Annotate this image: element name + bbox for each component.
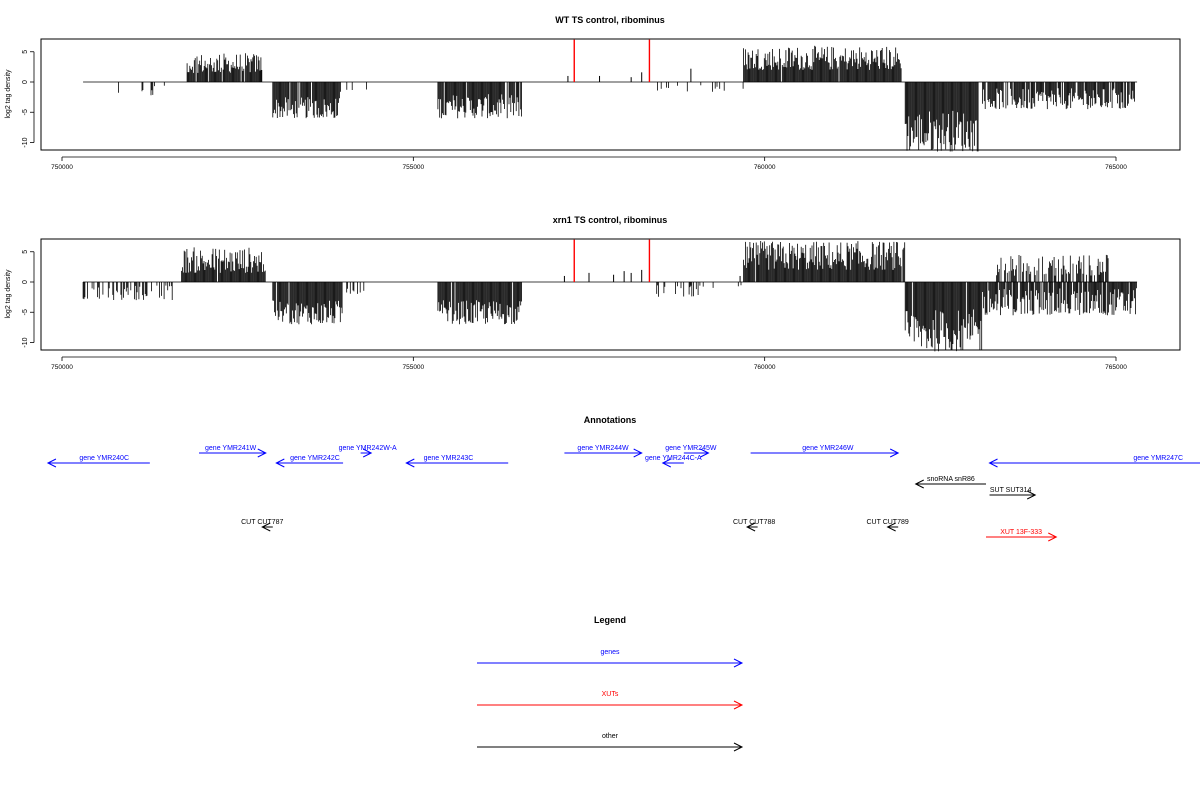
y-tick-label: 5 xyxy=(22,250,29,254)
x-tick-label: 750000 xyxy=(51,364,73,371)
feature-label: gene YMR241W xyxy=(205,445,257,452)
legend-arrow-head xyxy=(733,658,744,668)
y-tick-label: -5 xyxy=(22,109,29,115)
feature-label: gene YMR242C xyxy=(290,455,340,462)
feature-label: gene YMR244W xyxy=(577,445,629,452)
legend-label: XUTs xyxy=(602,691,619,698)
annotation-feature: snoRNA snR86 xyxy=(914,476,987,489)
legend-entry: other xyxy=(477,733,744,752)
annotation-features: gene YMR240C gene YMR241W gene YMR242C gene… xyxy=(46,445,1200,542)
feature-label: gene YMR246W xyxy=(802,445,854,452)
annotation-feature: XUT 13F-333 xyxy=(986,529,1058,542)
feature-arrow-head xyxy=(261,522,271,532)
feature-label: gene YMR247C xyxy=(1133,455,1183,462)
feature-arrow-head xyxy=(405,458,415,468)
wt-density-bars xyxy=(83,39,1138,152)
y-tick-label: -10 xyxy=(22,337,29,347)
annotation-feature: gene YMR245W xyxy=(665,445,717,458)
annotation-feature: gene YMR244C-A xyxy=(645,455,702,468)
feature-arrow-head xyxy=(914,479,924,489)
y-tick-label: 0 xyxy=(22,80,29,84)
x-tick-label: 765000 xyxy=(1105,164,1127,171)
annotation-feature: CUT CUT788 xyxy=(733,519,775,532)
feature-arrow-head xyxy=(886,522,896,532)
feature-arrow-head xyxy=(275,458,285,468)
annotation-feature: gene YMR241W xyxy=(199,445,267,458)
y-tick-label: 5 xyxy=(22,50,29,54)
x-tick-label: 760000 xyxy=(754,364,776,371)
annotations-title: Annotations xyxy=(584,415,637,425)
feature-label: XUT 13F-333 xyxy=(1000,529,1042,536)
feature-arrow-head xyxy=(1048,532,1058,542)
wt-y-axis-label: log2 tag density xyxy=(5,69,12,119)
xrn1-y-axis-label: log2 tag density xyxy=(5,269,12,319)
legend-label: genes xyxy=(600,649,620,656)
annotation-feature: CUT CUT787 xyxy=(241,519,283,532)
annotation-feature: gene YMR242W-A xyxy=(339,445,397,458)
x-tick-label: 750000 xyxy=(51,164,73,171)
x-tick-label: 765000 xyxy=(1105,364,1127,371)
legend-arrow-head xyxy=(733,742,744,752)
annotation-feature: gene YMR244W xyxy=(564,445,643,458)
xrn1-axes: -10 -5 0 5 750000 755000 760000 765000 xyxy=(22,250,1127,371)
feature-label: CUT CUT788 xyxy=(733,519,775,526)
feature-label: gene YMR243C xyxy=(424,455,474,462)
wt-panel-title: WT TS control, ribominus xyxy=(555,15,665,25)
y-tick-label: 0 xyxy=(22,280,29,284)
annotation-feature: CUT CUT789 xyxy=(866,519,909,532)
annotation-feature: gene YMR243C xyxy=(405,455,509,468)
feature-label: SUT SUT314 xyxy=(990,487,1032,494)
x-tick-label: 755000 xyxy=(402,164,424,171)
annotation-feature: SUT SUT314 xyxy=(989,487,1037,500)
legend-items: genes XUTs other xyxy=(477,649,744,752)
feature-arrow-head xyxy=(257,448,267,458)
feature-label: gene YMR240C xyxy=(79,455,129,462)
x-tick-label: 760000 xyxy=(754,164,776,171)
x-tick-label: 755000 xyxy=(402,364,424,371)
annotation-feature: gene YMR246W xyxy=(750,445,900,458)
legend-title: Legend xyxy=(594,615,626,625)
feature-arrow-head xyxy=(700,448,710,458)
feature-label: CUT CUT787 xyxy=(241,519,283,526)
feature-label: CUT CUT789 xyxy=(866,519,908,526)
feature-arrow-head xyxy=(46,458,57,468)
wt-axes: -10 -5 0 5 750000 755000 760000 765000 xyxy=(22,50,1127,171)
annotation-feature: gene YMR240C xyxy=(46,455,150,468)
feature-arrow-head xyxy=(1026,490,1037,500)
feature-label: gene YMR242W-A xyxy=(339,445,397,452)
feature-label: snoRNA snR86 xyxy=(927,476,975,483)
y-tick-label: -10 xyxy=(22,137,29,147)
xrn1-density-panel: xrn1 TS control, ribominus log2 tag dens… xyxy=(5,215,1181,371)
legend-arrow-head xyxy=(733,700,744,710)
feature-label: gene YMR244C-A xyxy=(645,455,702,462)
legend-entry: genes xyxy=(477,649,744,668)
annotation-feature: gene YMR247C xyxy=(988,455,1200,468)
feature-arrow-head xyxy=(661,458,672,468)
legend-entry: XUTs xyxy=(477,691,744,710)
xrn1-panel-title: xrn1 TS control, ribominus xyxy=(553,215,668,225)
xrn1-density-bars xyxy=(82,239,1138,352)
annotation-feature: gene YMR242C xyxy=(275,455,344,468)
feature-arrow-head xyxy=(362,448,373,458)
legend: Legend genes XUTs other xyxy=(477,615,744,752)
feature-arrow-head xyxy=(889,448,900,458)
wt-plot-frame xyxy=(40,38,1181,151)
wt-density-panel: WT TS control, ribominus log2 tag densit… xyxy=(5,15,1181,171)
feature-arrow-head xyxy=(745,522,756,532)
feature-arrow-head xyxy=(633,448,643,458)
legend-label: other xyxy=(602,733,619,740)
y-tick-label: -5 xyxy=(22,309,29,315)
xrn1-plot-frame xyxy=(40,238,1181,351)
feature-arrow-head xyxy=(988,458,998,468)
feature-label: gene YMR245W xyxy=(665,445,717,452)
